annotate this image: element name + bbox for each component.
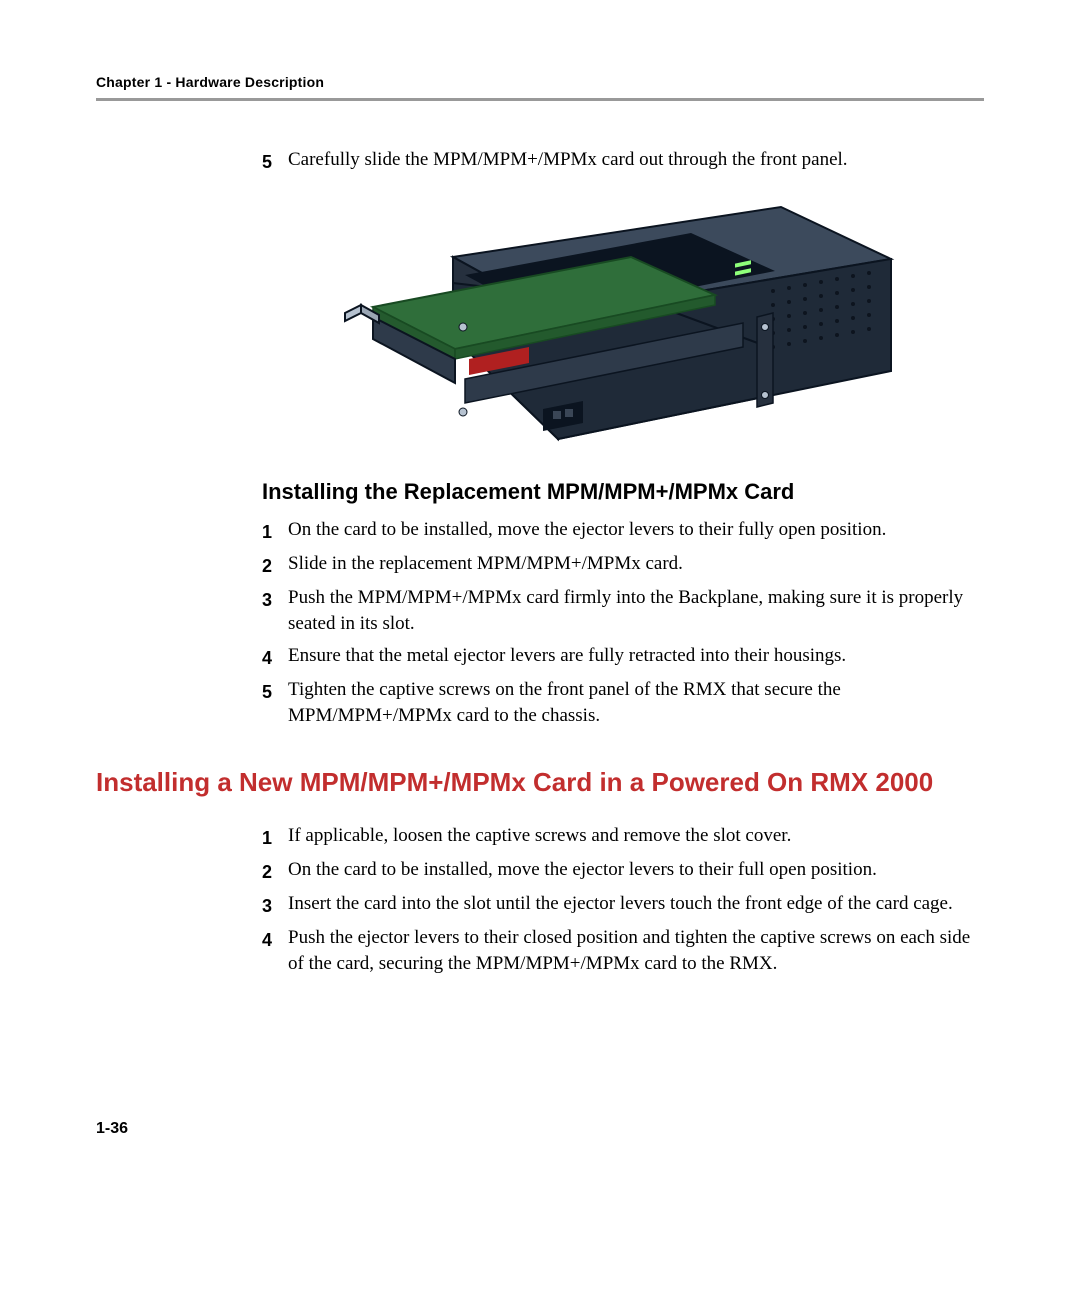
step-row: 2 On the card to be installed, move the … [262,857,984,885]
step-row: 5 Tighten the captive screws on the fron… [262,677,984,729]
step-text: Push the MPM/MPM+/MPMx card firmly into … [288,585,984,637]
step-number: 2 [262,857,288,885]
step-row: 3 Push the MPM/MPM+/MPMx card firmly int… [262,585,984,637]
step-number: 4 [262,925,288,953]
chassis-illustration-icon [343,187,903,457]
step-text: Tighten the captive screws on the front … [288,677,984,729]
step-row: 1 On the card to be installed, move the … [262,517,984,545]
header-divider [96,98,984,101]
step-text: Slide in the replacement MPM/MPM+/MPMx c… [288,551,683,577]
running-header: Chapter 1 - Hardware Description [96,74,984,90]
step-row: 3 Insert the card into the slot until th… [262,891,984,919]
step-number: 1 [262,823,288,851]
step-number: 5 [262,147,288,175]
step-row: 5 Carefully slide the MPM/MPM+/MPMx card… [262,147,984,175]
step-text: On the card to be installed, move the ej… [288,517,886,543]
step-number: 5 [262,677,288,705]
heading-main: Installing a New MPM/MPM+/MPMx Card in a… [96,765,984,799]
step-number: 1 [262,517,288,545]
step-row: 1 If applicable, loosen the captive scre… [262,823,984,851]
step-row: 4 Push the ejector levers to their close… [262,925,984,977]
step-text: On the card to be installed, move the ej… [288,857,877,883]
step-row: 4 Ensure that the metal ejector levers a… [262,643,984,671]
figure-chassis [262,187,984,457]
subheading-installing-replacement: Installing the Replacement MPM/MPM+/MPMx… [262,479,984,505]
step-row: 2 Slide in the replacement MPM/MPM+/MPMx… [262,551,984,579]
step-number: 2 [262,551,288,579]
step-text: Carefully slide the MPM/MPM+/MPMx card o… [288,147,848,173]
step-number: 3 [262,891,288,919]
page-number: 1-36 [96,1120,128,1138]
step-text: Ensure that the metal ejector levers are… [288,643,846,669]
step-text: Push the ejector levers to their closed … [288,925,984,977]
step-text: If applicable, loosen the captive screws… [288,823,791,849]
step-number: 3 [262,585,288,613]
step-text: Insert the card into the slot until the … [288,891,953,917]
step-number: 4 [262,643,288,671]
